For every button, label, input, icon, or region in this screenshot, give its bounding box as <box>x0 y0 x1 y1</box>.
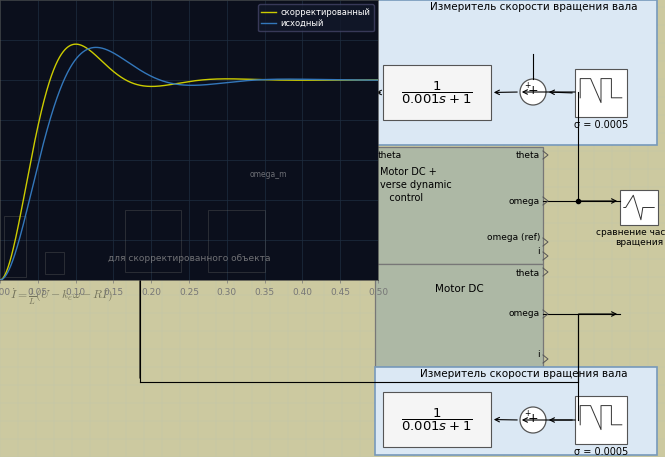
Text: U: U <box>281 154 289 164</box>
скорректированный <box>62 46 70 52</box>
Text: -: - <box>132 158 136 168</box>
Text: omega: omega <box>509 197 540 206</box>
скорректированный <box>366 77 374 83</box>
Text: +: + <box>524 81 530 90</box>
Circle shape <box>520 79 546 105</box>
Circle shape <box>520 407 546 433</box>
исходный <box>366 77 374 83</box>
Text: omega: omega <box>509 309 540 319</box>
Text: $\dot{I} = \frac{1}{L}(U - k_e\omega - RI)$: $\dot{I} = \frac{1}{L}(U - k_e\omega - R… <box>10 287 112 307</box>
исходный <box>374 77 382 83</box>
исходный <box>39 142 47 147</box>
Text: $\dfrac{1}{0.001s+1}$: $\dfrac{1}{0.001s+1}$ <box>401 406 473 433</box>
Text: +: + <box>136 153 146 163</box>
Text: omega_m: omega_m <box>249 170 287 179</box>
Text: $T^2\ddot{x} + 2T\xi\dot{x} + x = \psi(t)$: $T^2\ddot{x} + 2T\xi\dot{x} + x = \psi(t… <box>55 209 195 231</box>
исходный <box>0 277 4 283</box>
Text: Измеритель скорости вращения вала: Измеритель скорости вращения вала <box>420 369 628 379</box>
FancyBboxPatch shape <box>375 367 657 455</box>
Text: σ = 0.0005: σ = 0.0005 <box>574 120 628 130</box>
Text: Измеритель скорости вращения вала: Измеритель скорости вращения вала <box>430 2 638 12</box>
скорректированный <box>72 42 80 47</box>
FancyBboxPatch shape <box>575 69 627 117</box>
Text: сравнение частот
вращения: сравнение частот вращения <box>597 228 665 247</box>
Text: +: + <box>528 413 538 425</box>
скорректированный <box>141 83 149 89</box>
скорректированный <box>326 77 334 83</box>
Text: $\dfrac{1}{0.001s+1}$: $\dfrac{1}{0.001s+1}$ <box>401 80 473 106</box>
Line: скорректированный: скорректированный <box>0 44 378 280</box>
Text: $\dot{\omega} = \frac{1}{J}(k_l\Phi I - D\omega^2 - M_l)$: $\dot{\omega} = \frac{1}{J}(k_l\Phi I - … <box>10 252 134 272</box>
скорректированный <box>0 277 4 283</box>
Text: +: + <box>528 85 538 97</box>
FancyBboxPatch shape <box>575 396 627 444</box>
Text: для исходного объекта: для исходного объекта <box>161 178 290 188</box>
FancyBboxPatch shape <box>375 147 543 264</box>
Text: +: + <box>131 150 137 156</box>
Legend: скорректированный, исходный: скорректированный, исходный <box>258 4 374 32</box>
исходный <box>158 78 166 83</box>
исходный <box>62 74 70 80</box>
FancyBboxPatch shape <box>383 65 491 120</box>
Text: +: + <box>524 409 530 419</box>
FancyBboxPatch shape <box>375 264 543 367</box>
скорректированный <box>374 77 382 83</box>
Text: omega (ref): omega (ref) <box>487 233 540 242</box>
FancyBboxPatch shape <box>375 0 657 145</box>
исходный <box>141 70 149 76</box>
Text: Motor DC +
verse dynamic
   control: Motor DC + verse dynamic control <box>380 167 452 203</box>
Line: исходный: исходный <box>0 48 378 280</box>
Text: Motor DC: Motor DC <box>435 284 483 294</box>
Text: σ = 0.0005: σ = 0.0005 <box>574 447 628 457</box>
Circle shape <box>127 146 153 172</box>
Text: PID(s) ƒ: PID(s) ƒ <box>205 154 246 164</box>
скорректированный <box>39 101 47 107</box>
исходный <box>92 45 100 50</box>
Text: theta: theta <box>516 151 540 160</box>
FancyBboxPatch shape <box>383 392 491 447</box>
Text: i: i <box>537 247 540 256</box>
исходный <box>326 77 334 82</box>
Text: theta: theta <box>378 151 402 160</box>
FancyBboxPatch shape <box>178 142 273 175</box>
Text: i: i <box>537 350 540 359</box>
FancyBboxPatch shape <box>620 190 658 225</box>
Text: для скорректированного объекта: для скорректированного объекта <box>108 254 270 263</box>
скорректированный <box>158 83 166 89</box>
Text: theta: theta <box>516 269 540 278</box>
